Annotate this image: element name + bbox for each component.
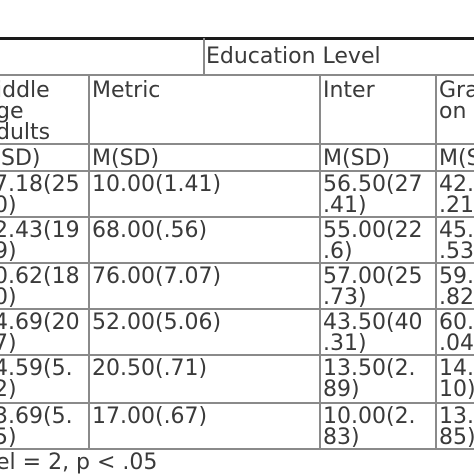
cell-middle-age: 4.69(20 7) (0, 310, 80, 356)
column-divider (435, 75, 437, 449)
cell-middle-age: 2.43(19 9) (0, 218, 80, 264)
column-header-bottom-line (0, 143, 474, 145)
cell-grad-clip: 60. .04 (437, 310, 474, 355)
cell-grad-clip: 42. .21 (437, 172, 474, 217)
column-divider (319, 75, 321, 449)
subheader-grad: M(S (439, 146, 474, 170)
column-header-metric: Metric (92, 78, 161, 103)
cell-grad-clip: 13. 85) (437, 404, 474, 449)
column-header-grad-clip: Gra on (437, 78, 474, 142)
cell-inter: 57.00(25 .73) (323, 264, 423, 310)
table-bottom-line (0, 448, 474, 450)
column-header-middle-age: iddle ge dults (0, 78, 51, 145)
cell-metric: 68.00(.56) (92, 218, 208, 243)
cell-middle-age: 4.59(5. 2) (0, 356, 73, 402)
cell-inter: 56.50(27 .41) (323, 172, 423, 218)
cell-metric: 52.00(5.06) (92, 310, 222, 335)
cell-grad: 45. .53 (439, 218, 474, 263)
group-header-left-border (203, 38, 205, 75)
table-top-rule (0, 37, 474, 40)
group-title: Education Level (206, 44, 381, 69)
cell-grad-clip: 14. 10) (437, 356, 474, 402)
row-divider (0, 262, 474, 264)
cell-inter: 10.00(2. 83) (323, 404, 416, 450)
subheader-metric: M(SD) (92, 146, 160, 171)
column-header-grad: Gra on (439, 78, 474, 124)
cell-inter: 13.50(2. 89) (323, 356, 416, 402)
cell-grad: 60. .04 (439, 310, 474, 355)
cell-grad-clip: 45. .53 (437, 218, 474, 263)
cell-metric: 10.00(1.41) (92, 172, 222, 197)
row-divider (0, 402, 474, 404)
subheader-middle-age: SD) (0, 146, 41, 171)
cell-middle-age: 0.62(18 0) (0, 264, 80, 310)
cell-grad: 13. 85) (439, 404, 474, 449)
row-divider (0, 308, 474, 310)
column-header-inter: Inter (323, 78, 375, 103)
row-divider (0, 354, 474, 356)
cell-inter: 55.00(22 .6) (323, 218, 423, 264)
header-bottom-line (0, 74, 474, 76)
cell-metric: 76.00(7.07) (92, 264, 222, 289)
table-footnote: el = 2, p < .05 (0, 450, 158, 475)
subheader-inter: M(SD) (323, 146, 391, 171)
cell-grad: 59. .82 (439, 264, 474, 309)
cell-inter: 43.50(40 .31) (323, 310, 423, 356)
cell-middle-age: 3.69(5. 5) (0, 404, 73, 450)
cell-grad: 14. 10) (439, 356, 474, 402)
subheader-bottom-line (0, 170, 474, 172)
cell-grad: 42. .21 (439, 172, 474, 217)
subheader-grad-clip: M(S (437, 146, 474, 170)
cell-metric: 20.50(.71) (92, 356, 208, 381)
column-divider (88, 75, 90, 449)
cell-middle-age: 7.18(25 0) (0, 172, 80, 218)
row-divider (0, 216, 474, 218)
cell-grad-clip: 59. .82 (437, 264, 474, 309)
cell-metric: 17.00(.67) (92, 404, 208, 429)
